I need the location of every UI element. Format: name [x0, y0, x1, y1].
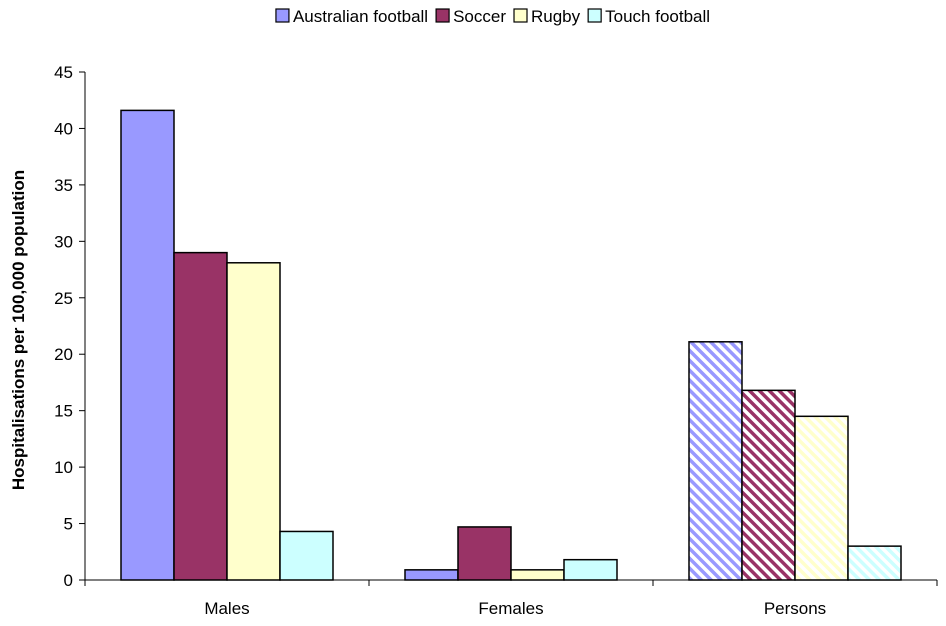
y-tick-label: 35 [54, 176, 73, 195]
y-tick-label: 0 [64, 571, 73, 590]
bar-persons-soccer [741, 389, 796, 581]
y-axis-label: Hospitalisations per 100,000 population [9, 170, 28, 490]
y-tick-label: 15 [54, 402, 73, 421]
legend-label-soccer: Soccer [453, 7, 506, 26]
bar-males-rugby [226, 262, 281, 581]
y-tick-label: 40 [54, 119, 73, 138]
legend-label-australian-football: Australian football [293, 7, 428, 26]
y-axis: 0 5 10 15 20 25 30 35 40 45 [54, 63, 86, 590]
bar-persons-rugby [794, 415, 849, 581]
legend-swatch-soccer [435, 8, 450, 23]
y-tick-label: 10 [54, 458, 73, 477]
bar-males-australian-football [120, 109, 175, 581]
x-tick-label: Females [478, 599, 543, 618]
bar-males-touch-football [279, 530, 334, 581]
x-tick-label: Persons [764, 599, 826, 618]
legend-label-rugby: Rugby [531, 7, 581, 26]
y-tick-label: 45 [54, 63, 73, 82]
legend-swatch-australian-football [275, 8, 290, 23]
bar-females-rugby [510, 569, 565, 581]
bar-persons-touch-football [847, 545, 902, 581]
legend-label-touch-football: Touch football [605, 7, 710, 26]
y-tick-label: 5 [64, 515, 73, 534]
legend: Australian football Soccer Rugby Touch foot… [275, 7, 710, 26]
bar-females-touch-football [563, 558, 618, 581]
bar-females-australian-football [404, 569, 459, 581]
bar-females-soccer [457, 526, 512, 581]
bars [120, 109, 902, 581]
legend-swatch-rugby [513, 8, 528, 23]
y-tick-label: 30 [54, 232, 73, 251]
y-tick-label: 25 [54, 289, 73, 308]
x-tick-label: Males [204, 599, 249, 618]
bar-persons-australian-football [688, 341, 743, 581]
bar-males-soccer [173, 251, 228, 581]
x-axis: Males Females Persons [84, 579, 938, 618]
y-tick-label: 20 [54, 345, 73, 364]
legend-swatch-touch-football [587, 8, 602, 23]
